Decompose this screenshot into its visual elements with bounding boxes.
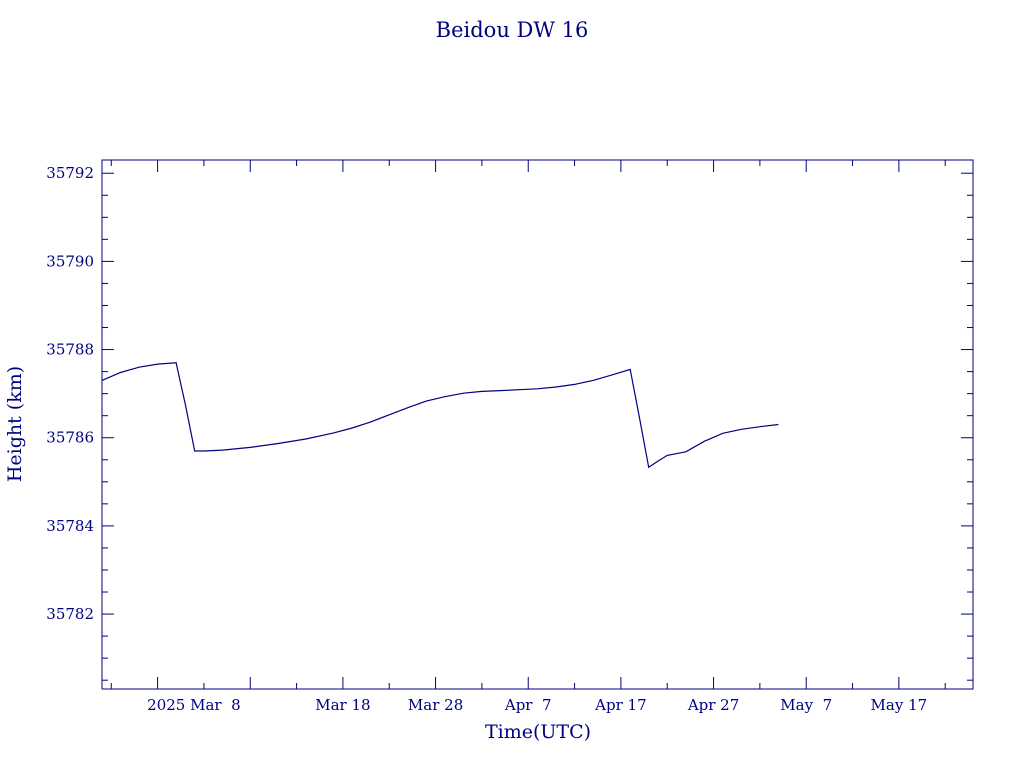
x-axis-label: Time(UTC) xyxy=(485,721,591,743)
y-axis-ticks xyxy=(102,172,973,681)
x-tick-label: Mar 18 xyxy=(315,696,370,714)
chart-title: Beidou DW 16 xyxy=(436,18,589,42)
y-axis-tick-labels: 35782 35784 35786 35788 35790 35792 xyxy=(46,164,94,623)
y-tick-label: 35790 xyxy=(46,252,94,270)
x-axis-ticks xyxy=(110,160,946,689)
x-tick-label: Mar 28 xyxy=(408,696,463,714)
x-tick-label: 2025 Mar 8 xyxy=(147,696,241,714)
y-axis-label: Height (km) xyxy=(4,366,26,482)
y-tick-label: 35786 xyxy=(46,429,94,447)
x-tick-label: Apr 17 xyxy=(594,696,646,714)
y-tick-label: 35784 xyxy=(46,517,94,535)
y-tick-label: 35782 xyxy=(46,605,94,623)
x-tick-label: May 7 xyxy=(780,696,832,714)
series-line-height xyxy=(101,362,779,469)
x-axis-tick-labels: 2025 Mar 8 Mar 18 Mar 28 Apr 7 Apr 17 Apr 27 M… xyxy=(147,696,927,714)
plot-frame xyxy=(101,159,974,690)
x-tick-label: Apr 7 xyxy=(504,696,552,714)
y-tick-label: 35788 xyxy=(46,341,94,359)
x-tick-label: Apr 27 xyxy=(687,696,739,714)
x-tick-label: May 17 xyxy=(871,696,928,714)
y-tick-label: 35792 xyxy=(46,164,94,182)
